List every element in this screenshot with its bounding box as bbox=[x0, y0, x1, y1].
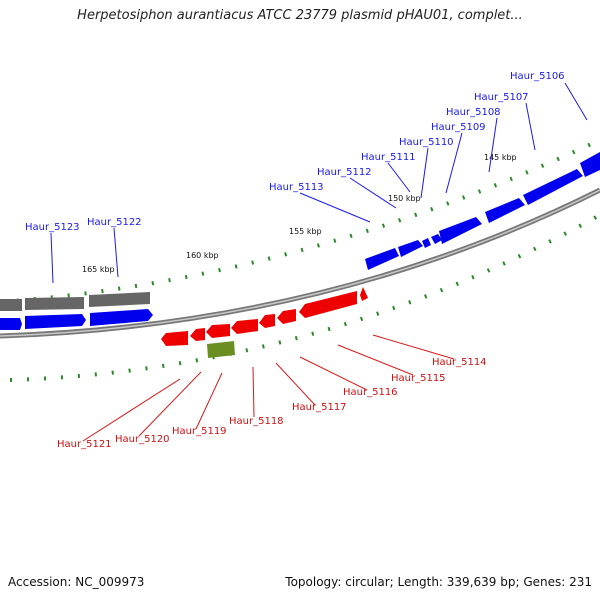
gene-feature[interactable] bbox=[206, 324, 230, 338]
scale-label: 150 kbp bbox=[388, 194, 421, 203]
reverse-gene-labels: Haur_5114 Haur_5115 Haur_5116 Haur_5117 … bbox=[57, 357, 487, 450]
accession-text: Accession: NC_009973 bbox=[8, 575, 145, 589]
gene-label[interactable]: Haur_5120 bbox=[115, 434, 170, 445]
outer-tick-track bbox=[0, 138, 600, 304]
gene-label[interactable]: Haur_5113 bbox=[269, 182, 324, 193]
leader-line bbox=[299, 192, 371, 223]
gray-genes bbox=[0, 292, 150, 311]
leader-line bbox=[299, 356, 368, 391]
leader-line bbox=[50, 232, 54, 284]
gene-feature[interactable] bbox=[25, 297, 84, 310]
gene-feature[interactable] bbox=[277, 309, 296, 324]
gene-label[interactable]: Haur_5121 bbox=[57, 439, 112, 450]
forward-gene-labels: Haur_5106 Haur_5107 Haur_5108 Haur_5109 … bbox=[25, 71, 565, 233]
gene-feature[interactable] bbox=[523, 169, 583, 205]
forward-genes bbox=[0, 152, 600, 330]
gene-feature[interactable] bbox=[25, 314, 86, 329]
gene-label[interactable]: Haur_5122 bbox=[87, 217, 142, 228]
leader-line bbox=[445, 132, 463, 194]
leader-line bbox=[525, 102, 536, 151]
gene-label[interactable]: Haur_5123 bbox=[25, 222, 80, 233]
scale-label: 155 kbp bbox=[289, 227, 322, 236]
gene-label[interactable]: Haur_5111 bbox=[361, 152, 416, 163]
gene-feature[interactable] bbox=[190, 328, 205, 341]
gene-feature[interactable] bbox=[0, 318, 22, 330]
gene-label[interactable]: Haur_5118 bbox=[229, 416, 284, 427]
gene-feature[interactable] bbox=[485, 198, 525, 223]
reverse-leader-lines bbox=[82, 334, 455, 442]
gene-label[interactable]: Haur_5117 bbox=[292, 402, 347, 413]
leader-line bbox=[488, 117, 498, 173]
gene-label[interactable]: Haur_5119 bbox=[172, 426, 227, 437]
gene-label[interactable]: Haur_5110 bbox=[399, 137, 454, 148]
gene-label[interactable]: Haur_5107 bbox=[474, 92, 529, 103]
gene-label[interactable]: Haur_5114 bbox=[432, 357, 487, 368]
leader-line bbox=[252, 366, 255, 418]
inner-tick-track bbox=[9, 213, 600, 382]
gene-feature[interactable] bbox=[231, 319, 258, 334]
gene-feature[interactable] bbox=[259, 314, 275, 328]
gene-feature[interactable] bbox=[580, 152, 600, 177]
backbone-highlight bbox=[0, 189, 600, 337]
leader-line bbox=[564, 82, 588, 121]
scale-label: 165 kbp bbox=[82, 265, 115, 274]
gene-feature[interactable] bbox=[422, 238, 431, 248]
leader-line bbox=[349, 177, 397, 209]
gene-feature[interactable] bbox=[161, 331, 188, 346]
map-title: Herpetosiphon aurantiacus ATCC 23779 pla… bbox=[77, 8, 523, 23]
leader-line bbox=[275, 362, 316, 406]
gene-label[interactable]: Haur_5116 bbox=[343, 387, 398, 398]
gene-feature[interactable] bbox=[439, 217, 482, 244]
gene-feature-olive[interactable] bbox=[207, 341, 235, 358]
reverse-genes bbox=[161, 287, 368, 346]
scale-label: 160 kbp bbox=[186, 251, 219, 260]
leader-line bbox=[113, 227, 119, 278]
gene-feature[interactable] bbox=[0, 299, 22, 311]
leader-line bbox=[420, 147, 429, 199]
gene-feature[interactable] bbox=[90, 309, 153, 326]
forward-leader-lines bbox=[50, 82, 588, 284]
leader-line bbox=[372, 334, 455, 360]
gene-feature[interactable] bbox=[431, 234, 442, 244]
scale-label: 145 kbp bbox=[484, 153, 517, 162]
gene-label[interactable]: Haur_5112 bbox=[317, 167, 372, 178]
leader-line bbox=[195, 372, 223, 430]
gene-feature[interactable] bbox=[360, 287, 368, 301]
gene-feature[interactable] bbox=[299, 291, 357, 318]
leader-line bbox=[387, 162, 411, 193]
scale-labels: 145 kbp 150 kbp 155 kbp 160 kbp 165 kbp bbox=[82, 153, 517, 274]
leader-line bbox=[138, 371, 202, 437]
gene-feature[interactable] bbox=[365, 248, 399, 270]
gene-feature[interactable] bbox=[89, 292, 150, 307]
gene-label[interactable]: Haur_5109 bbox=[431, 122, 486, 133]
leader-line bbox=[82, 378, 181, 442]
gene-feature[interactable] bbox=[398, 240, 423, 257]
gene-label[interactable]: Haur_5106 bbox=[510, 71, 565, 82]
summary-text: Topology: circular; Length: 339,639 bp; … bbox=[285, 575, 592, 589]
gene-label[interactable]: Haur_5108 bbox=[446, 107, 501, 118]
leader-line bbox=[337, 344, 414, 376]
gene-label[interactable]: Haur_5115 bbox=[391, 373, 446, 384]
